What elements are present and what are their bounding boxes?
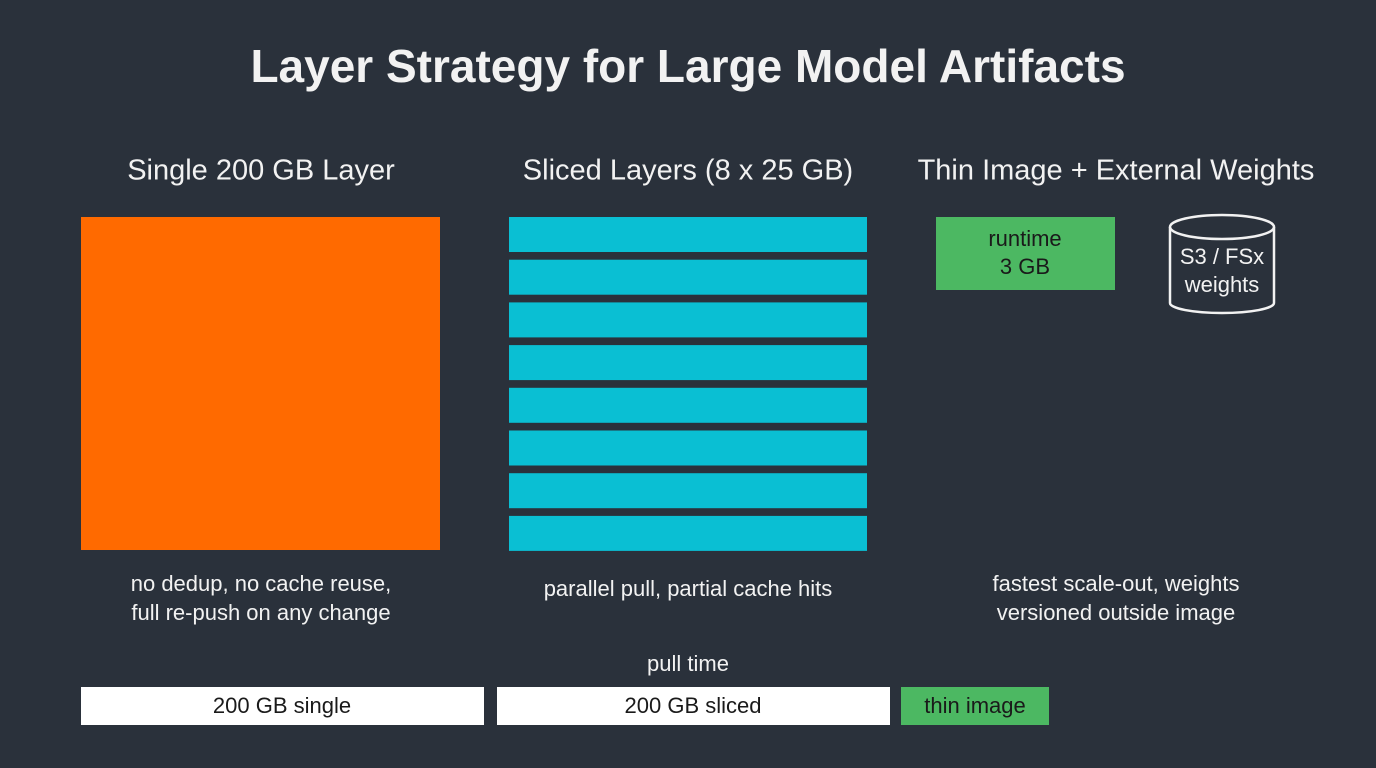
layer-slice bbox=[509, 387, 867, 423]
caption: versioned outside image bbox=[997, 600, 1235, 625]
weights-label: weights bbox=[1184, 272, 1260, 297]
pull-bar-label: thin image bbox=[924, 693, 1026, 718]
title: Layer Strategy for Large Model Artifacts bbox=[250, 40, 1125, 92]
caption: full re-push on any change bbox=[131, 600, 390, 625]
weights-label: S3 / FSx bbox=[1180, 244, 1264, 269]
runtime-label: 3 GB bbox=[1000, 254, 1050, 279]
pull-bar bbox=[497, 687, 890, 725]
caption: no dedup, no cache reuse, bbox=[131, 571, 392, 596]
single-layer bbox=[81, 217, 440, 550]
caption: parallel pull, partial cache hits bbox=[544, 576, 833, 601]
column-heading: Single 200 GB Layer bbox=[127, 155, 395, 187]
pull-time-label: pull time bbox=[647, 651, 729, 676]
layer-slice bbox=[509, 259, 867, 295]
layer-slice bbox=[509, 217, 867, 252]
column-heading: Sliced Layers (8 x 25 GB) bbox=[523, 155, 853, 187]
layer-slice bbox=[509, 430, 867, 466]
layer-slice bbox=[509, 345, 867, 381]
column-heading: Thin Image + External Weights bbox=[918, 155, 1315, 187]
layer-slice bbox=[509, 302, 867, 338]
pull-bar-label: 200 GB single bbox=[213, 693, 351, 718]
layer-slice bbox=[509, 515, 867, 551]
caption: fastest scale-out, weights bbox=[992, 571, 1239, 596]
runtime-label: runtime bbox=[988, 226, 1061, 251]
pull-bar bbox=[901, 687, 1049, 725]
layer-slice bbox=[509, 473, 867, 509]
pull-bar bbox=[81, 687, 484, 725]
runtime-box bbox=[936, 217, 1115, 290]
sliced-layers bbox=[509, 217, 867, 551]
weights-cylinder bbox=[1168, 213, 1276, 315]
pull-bar-label: 200 GB sliced bbox=[625, 693, 762, 718]
